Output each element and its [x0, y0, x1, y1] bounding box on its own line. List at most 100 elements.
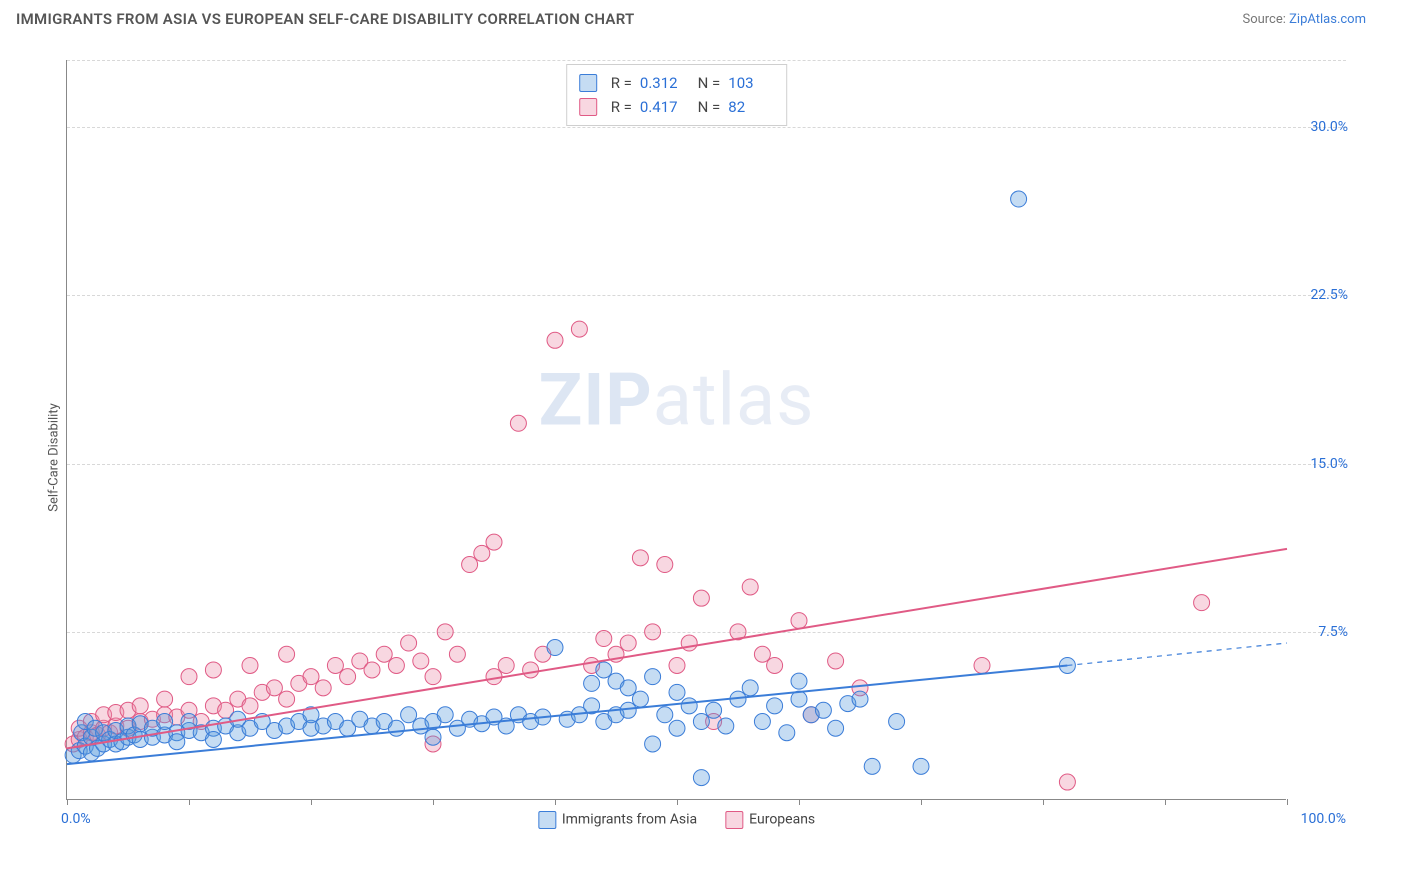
scatter-point	[437, 707, 453, 723]
legend-label-asia: Immigrants from Asia	[562, 812, 697, 828]
swatch-euro	[579, 98, 597, 116]
scatter-point	[864, 758, 880, 774]
scatter-point	[693, 770, 709, 786]
x-tick	[799, 799, 800, 805]
scatter-point	[669, 720, 685, 736]
y-tick-label: 30.0%	[1310, 119, 1348, 135]
scatter-point	[425, 669, 441, 685]
scatter-point	[889, 714, 905, 730]
scatter-point	[645, 736, 661, 752]
scatter-point	[205, 731, 221, 747]
trend-line	[67, 549, 1287, 749]
scatter-point	[681, 635, 697, 651]
chart-title: IMMIGRANTS FROM ASIA VS EUROPEAN SELF-CA…	[16, 10, 635, 28]
scatter-point	[547, 640, 563, 656]
scatter-point	[498, 657, 514, 673]
scatter-point	[681, 698, 697, 714]
scatter-point	[340, 669, 356, 685]
scatter-point	[510, 415, 526, 431]
scatter-point	[645, 624, 661, 640]
scatter-point	[706, 702, 722, 718]
scatter-point	[242, 657, 258, 673]
scatter-point	[828, 720, 844, 736]
scatter-point	[754, 646, 770, 662]
legend-item-euro: Europeans	[725, 811, 815, 829]
trend-line	[67, 665, 1067, 764]
stat-row-euro: R = 0.417 N = 82	[579, 95, 775, 119]
scatter-point	[645, 669, 661, 685]
scatter-point	[791, 673, 807, 689]
scatter-point	[632, 691, 648, 707]
scatter-point	[169, 734, 185, 750]
scatter-point	[303, 669, 319, 685]
scatter-point	[474, 545, 490, 561]
scatter-point	[742, 680, 758, 696]
scatter-point	[632, 550, 648, 566]
x-tick	[1165, 799, 1166, 805]
scatter-point	[657, 707, 673, 723]
scatter-point	[437, 624, 453, 640]
scatter-point	[913, 758, 929, 774]
scatter-point	[657, 557, 673, 573]
n-value-euro: 82	[728, 95, 774, 119]
scatter-point	[205, 662, 221, 678]
scatter-point	[388, 657, 404, 673]
scatter-point	[486, 534, 502, 550]
scatter-point	[279, 691, 295, 707]
y-axis-label: Self-Care Disability	[47, 403, 62, 511]
y-tick-label: 15.0%	[1310, 456, 1348, 472]
x-tick	[677, 799, 678, 805]
x-axis-max-label: 100.0%	[1301, 811, 1346, 827]
scatter-point	[620, 680, 636, 696]
scatter-point	[376, 646, 392, 662]
scatter-point	[1011, 191, 1027, 207]
scatter-point	[425, 729, 441, 745]
scatter-point	[157, 691, 173, 707]
scatter-point	[1059, 774, 1075, 790]
source-prefix: Source:	[1242, 12, 1289, 27]
scatter-point	[767, 657, 783, 673]
y-tick-label: 22.5%	[1310, 287, 1348, 303]
scatter-point	[181, 669, 197, 685]
scatter-point	[693, 714, 709, 730]
x-tick	[311, 799, 312, 805]
scatter-point	[791, 613, 807, 629]
x-tick	[555, 799, 556, 805]
scatter-point	[693, 590, 709, 606]
x-tick	[1287, 799, 1288, 805]
x-tick	[189, 799, 190, 805]
scatter-point	[596, 631, 612, 647]
swatch-asia	[579, 74, 597, 92]
scatter-point	[718, 718, 734, 734]
scatter-point	[779, 725, 795, 741]
scatter-point	[852, 691, 868, 707]
legend: Immigrants from Asia Europeans	[538, 811, 815, 829]
correlation-stats-box: R = 0.312 N = 103 R = 0.417 N = 82	[566, 64, 788, 126]
source-attribution: Source: ZipAtlas.com	[1242, 12, 1366, 27]
scatter-point	[401, 707, 417, 723]
x-tick	[921, 799, 922, 805]
scatter-point	[279, 646, 295, 662]
plot-area: ZIPatlas 7.5%15.0%22.5%30.0% 0.0% 100.0%…	[66, 60, 1286, 800]
scatter-point	[791, 691, 807, 707]
r-value-euro: 0.417	[640, 95, 686, 119]
scatter-point	[974, 657, 990, 673]
scatter-point	[388, 720, 404, 736]
scatter-point	[327, 657, 343, 673]
scatter-point	[413, 653, 429, 669]
legend-item-asia: Immigrants from Asia	[538, 811, 697, 829]
x-tick	[67, 799, 68, 805]
scatter-point	[669, 684, 685, 700]
legend-label-euro: Europeans	[749, 812, 815, 828]
scatter-point	[815, 702, 831, 718]
scatter-point	[364, 662, 380, 678]
x-tick	[433, 799, 434, 805]
stat-row-asia: R = 0.312 N = 103	[579, 71, 775, 95]
scatter-point	[620, 635, 636, 651]
source-link[interactable]: ZipAtlas.com	[1289, 12, 1366, 27]
trend-line-extrapolated	[1067, 643, 1287, 665]
scatter-point	[584, 675, 600, 691]
scatter-svg	[67, 60, 1286, 799]
scatter-point	[315, 680, 331, 696]
scatter-point	[132, 698, 148, 714]
